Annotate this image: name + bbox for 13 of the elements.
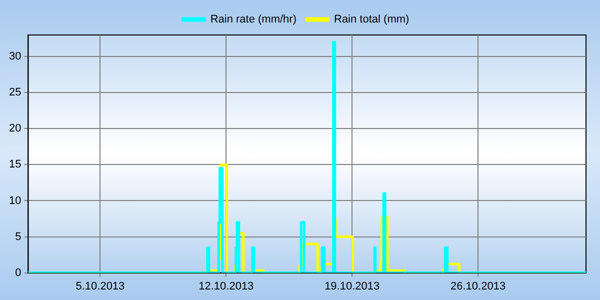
y-tick-label: 10 (8, 194, 22, 207)
y-tick-label: 20 (8, 122, 22, 135)
x-tick-label: 5.10.2013 (76, 280, 125, 292)
y-tick-label: 30 (8, 50, 22, 63)
legend-label: Rain total (mm) (334, 14, 410, 26)
legend-label: Rain rate (mm/hr) (210, 14, 297, 26)
x-tick-label: 12.10.2013 (198, 280, 254, 292)
x-tick-label: 26.10.2013 (450, 280, 506, 292)
y-tick-label: 15 (8, 158, 22, 171)
x-tick-label: 19.10.2013 (324, 280, 380, 292)
y-tick-label: 0 (15, 266, 22, 279)
y-tick-label: 25 (8, 86, 22, 99)
y-tick-label: 5 (15, 230, 22, 243)
